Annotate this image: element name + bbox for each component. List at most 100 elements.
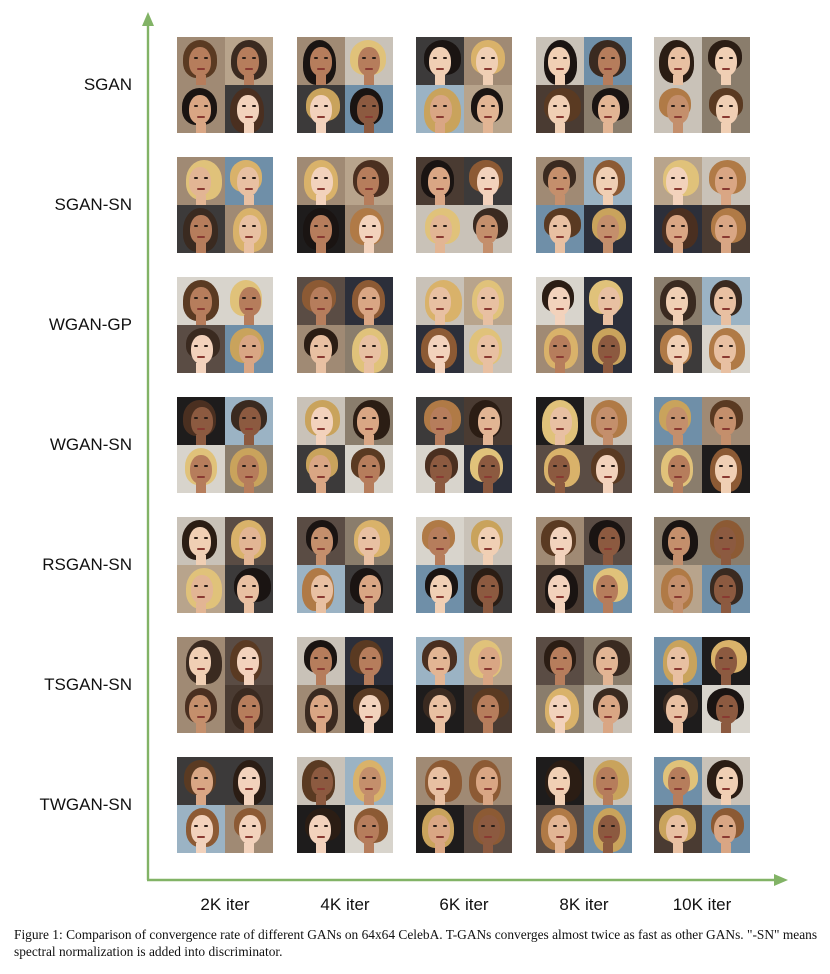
face-image	[297, 805, 345, 853]
face-image	[702, 205, 750, 253]
face-image	[416, 277, 464, 325]
sample-grid-wgan-gp-3	[416, 277, 512, 373]
sample-grid-sgan-sn-4	[536, 157, 632, 253]
column-label-5: 10K iter	[672, 895, 732, 914]
face-image	[225, 397, 273, 445]
face-image	[297, 37, 345, 85]
face-image	[345, 205, 393, 253]
face-image	[345, 37, 393, 85]
face-image	[654, 325, 702, 373]
sample-grid-tsgan-sn-4	[536, 637, 632, 733]
row-label-rsgan-sn: RSGAN-SN	[42, 555, 132, 574]
face-image	[416, 325, 464, 373]
face-image	[416, 685, 464, 733]
face-image	[345, 85, 393, 133]
face-image	[464, 445, 512, 493]
face-image	[584, 757, 632, 805]
face-image	[536, 685, 584, 733]
face-image	[584, 277, 632, 325]
face-image	[702, 805, 750, 853]
row-label-tsgan-sn: TSGAN-SN	[44, 675, 132, 694]
sample-grid-sgan-2	[297, 37, 393, 133]
face-image	[464, 685, 512, 733]
face-image	[702, 637, 750, 685]
face-image	[345, 517, 393, 565]
sample-grid-rsgan-sn-2	[297, 517, 393, 613]
face-image	[416, 805, 464, 853]
sample-grid-wgan-sn-3	[416, 397, 512, 493]
face-image	[536, 157, 584, 205]
face-image	[297, 157, 345, 205]
face-image	[177, 205, 225, 253]
sample-grid-tsgan-sn-2	[297, 637, 393, 733]
face-image	[464, 637, 512, 685]
face-image	[654, 445, 702, 493]
face-image	[464, 757, 512, 805]
face-image	[584, 565, 632, 613]
face-image	[584, 325, 632, 373]
sample-grid-rsgan-sn-3	[416, 517, 512, 613]
face-image	[536, 805, 584, 853]
face-image	[654, 565, 702, 613]
face-image	[654, 157, 702, 205]
face-image	[297, 685, 345, 733]
face-image	[584, 445, 632, 493]
face-image	[177, 157, 225, 205]
face-image	[177, 37, 225, 85]
face-image	[654, 685, 702, 733]
sample-grid-sgan-1	[177, 37, 273, 133]
face-image	[345, 685, 393, 733]
row-label-sgan-sn: SGAN-SN	[54, 195, 132, 214]
face-image	[345, 565, 393, 613]
face-image	[225, 85, 273, 133]
sample-grid-tsgan-sn-5	[654, 637, 750, 733]
face-image	[225, 805, 273, 853]
column-label-2: 4K iter	[320, 895, 370, 914]
face-image	[416, 37, 464, 85]
sample-grid-twgan-sn-3	[416, 757, 512, 853]
face-image	[416, 757, 464, 805]
row-label-wgan-sn: WGAN-SN	[49, 435, 132, 454]
face-image	[177, 85, 225, 133]
face-image	[177, 445, 225, 493]
face-image	[536, 325, 584, 373]
y-axis-arrowhead	[142, 12, 154, 26]
face-image	[654, 637, 702, 685]
row-label-wgan-gp: WGAN-GP	[48, 315, 132, 334]
face-image	[702, 517, 750, 565]
face-image	[416, 205, 464, 253]
face-image	[416, 517, 464, 565]
face-image	[416, 565, 464, 613]
face-image	[702, 397, 750, 445]
face-image	[654, 805, 702, 853]
sample-grid-wgan-gp-5	[654, 277, 750, 373]
face-image	[584, 397, 632, 445]
face-image	[297, 205, 345, 253]
face-image	[654, 397, 702, 445]
sample-grid-wgan-sn-1	[177, 397, 273, 493]
face-image	[297, 637, 345, 685]
face-image	[225, 325, 273, 373]
face-image	[464, 37, 512, 85]
face-image	[177, 397, 225, 445]
face-image	[584, 37, 632, 85]
face-image	[177, 277, 225, 325]
face-image	[345, 157, 393, 205]
face-image	[225, 565, 273, 613]
face-image	[464, 397, 512, 445]
face-image	[225, 685, 273, 733]
face-image	[297, 565, 345, 613]
face-image	[702, 565, 750, 613]
row-label-sgan: SGAN	[83, 75, 132, 94]
sample-grid-sgan-sn-1	[177, 157, 273, 253]
face-image	[584, 157, 632, 205]
row-label-twgan-sn: TWGAN-SN	[39, 795, 132, 814]
face-image	[702, 445, 750, 493]
face-image	[584, 85, 632, 133]
x-axis-arrowhead	[774, 874, 788, 886]
face-image	[177, 325, 225, 373]
face-image	[177, 757, 225, 805]
face-image	[702, 325, 750, 373]
